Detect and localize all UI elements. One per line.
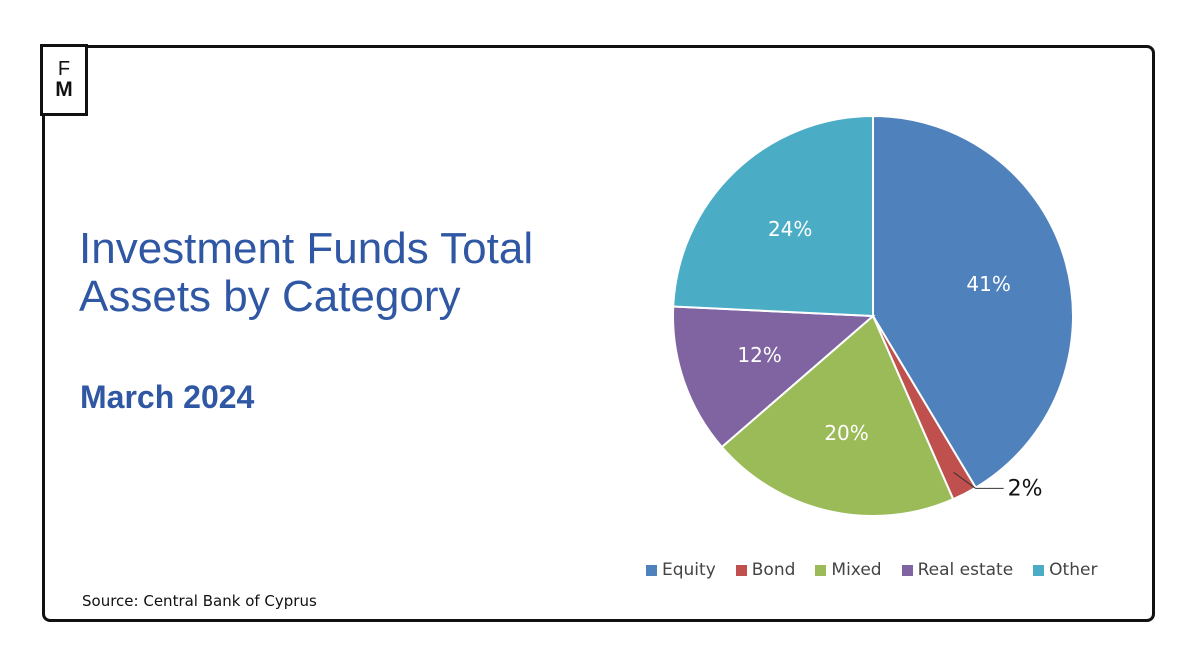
pie-slice-equity [872,114,1074,489]
source-note: Source: Central Bank of Cyprus [82,592,317,610]
pie-label-equity: 41% [966,272,1010,296]
legend-label: Equity [662,560,716,580]
legend-label: Other [1049,560,1098,580]
logo-letter-f: F [57,58,71,80]
pie-slices [672,114,1074,517]
pie-label-other: 24% [768,217,812,241]
chart-frame [42,45,1155,622]
legend-label: Mixed [831,560,882,580]
pie-slice-real-estate [672,305,876,449]
pie-label-mixed: 20% [824,421,868,445]
pie-label-bond: 2% [1008,476,1043,501]
legend-swatch [815,564,827,576]
legend-item-other: Other [1033,560,1097,580]
legend-item-equity: Equity [646,560,716,580]
source-prefix: Source: [82,592,139,610]
page-subtitle: March 2024 [80,379,255,415]
fm-logo: F M [40,44,88,116]
legend-item-real-estate: Real estate [901,560,1014,580]
legend-swatch [646,564,657,576]
legend-item-bond: Bond [735,560,796,580]
legend-swatch [901,564,913,576]
legend-swatch [735,564,747,576]
pie-slice-mixed [720,314,955,517]
pie-slice-other [672,114,874,318]
page-title: Investment Funds Total Assets by Categor… [79,224,534,321]
legend-swatch [1033,564,1045,576]
pie-labels: 41% 2% 20% 12% 24% [737,217,1042,501]
pie-leader-line [953,472,1004,489]
logo-letter-m: M [55,78,73,101]
legend-label: Real estate [917,560,1014,580]
legend-item-mixed: Mixed [815,560,882,580]
pie-label-real-estate: 12% [737,343,781,367]
source-text: Central Bank of Cyprus [143,592,317,610]
chart-legend: Equity Bond Mixed Real estate Other [646,560,1097,580]
legend-label: Bond [751,560,796,580]
